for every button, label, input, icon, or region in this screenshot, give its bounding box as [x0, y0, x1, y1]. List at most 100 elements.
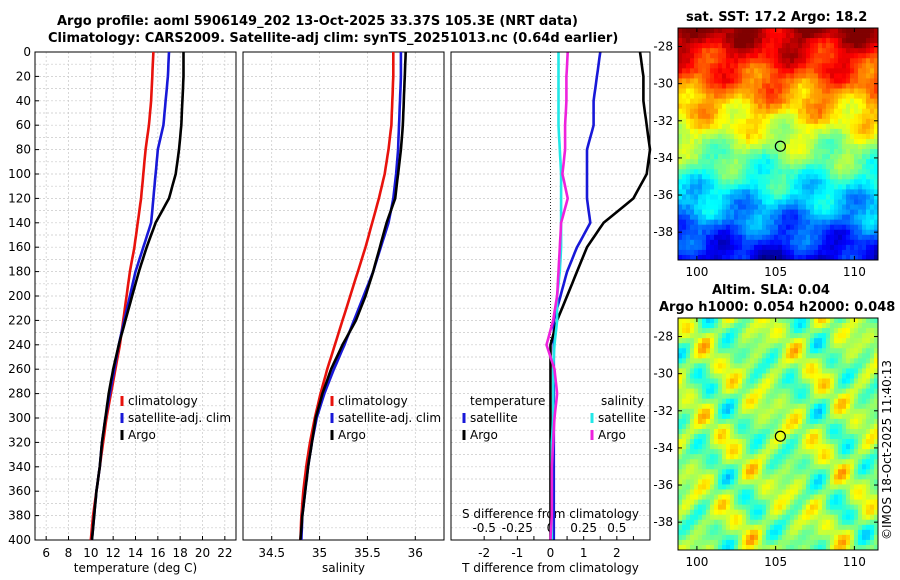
sla-map-cell [706, 358, 711, 364]
sla-map-cell [858, 459, 863, 465]
sla-map-cell [830, 368, 835, 374]
sst-map-cell [694, 88, 699, 94]
sst-map-cell [710, 133, 715, 140]
sst-map-cell [806, 58, 811, 64]
sst-map-cell [806, 128, 811, 135]
sst-map-cell [830, 133, 835, 140]
sla-map-cell [810, 509, 815, 516]
sst-map-cell [822, 53, 827, 59]
sla-map-cell [862, 499, 867, 506]
sla-map-cell [818, 499, 823, 506]
sla-map-cell [710, 519, 715, 526]
sst-map-cell [802, 63, 807, 69]
sla-map-cell [858, 413, 863, 420]
sla-map-cell [722, 348, 727, 354]
sst-map-cell [810, 103, 815, 110]
sla-map-cell [698, 413, 703, 420]
sst-map-cell [870, 229, 875, 236]
sst-map-cell [842, 244, 847, 251]
sla-map-cell [862, 418, 867, 425]
sst-map-cell [802, 179, 807, 185]
sla-map-cell [686, 348, 691, 354]
sst-map-cell [706, 113, 711, 120]
sst-map-cell [678, 189, 683, 195]
sst-map-cell [782, 149, 787, 155]
sst-map-cell [826, 78, 831, 84]
sla-map-cell [746, 459, 751, 465]
sst-map-cell [730, 174, 735, 180]
sla-map-cell [806, 534, 811, 541]
sst-map-cell [818, 133, 823, 140]
sst-map-cell [722, 154, 727, 160]
sst-map-cell [850, 254, 855, 261]
sla-map-cell [794, 519, 799, 526]
argo-location-marker [774, 140, 786, 152]
sst-map-cell [810, 159, 815, 165]
sla-map-cell [754, 519, 759, 526]
sla-map-cell [738, 383, 743, 390]
sla-map-cell [682, 474, 687, 480]
sla-map-cell [690, 539, 695, 546]
sst-map-cell [822, 189, 827, 195]
sla-map-cell [774, 529, 779, 536]
sst-map-cell [734, 53, 739, 59]
sst-map-cell [846, 249, 851, 256]
sst-map-cell [746, 118, 751, 125]
sla-map-cell [866, 494, 871, 500]
sla-map-cell [774, 408, 779, 415]
sst-map-cell [810, 138, 815, 145]
sst-map-cell [694, 103, 699, 110]
sst-map-cell [722, 194, 727, 200]
sst-map-cell [870, 179, 875, 185]
sst-map-cell [694, 38, 699, 44]
sst-map-cell [678, 199, 683, 205]
sla-map-cell [714, 423, 719, 430]
sst-map-cell [806, 68, 811, 74]
sla-map-cell [754, 363, 759, 369]
sla-map-cell [794, 393, 799, 400]
sst-map-cell [702, 113, 707, 120]
sst-map-cell [730, 184, 735, 190]
sst-map-cell [746, 174, 751, 180]
sst-map-cell [782, 209, 787, 216]
sst-map-cell [766, 214, 771, 221]
sla-map-cell [830, 494, 835, 500]
sla-map-cell [754, 413, 759, 420]
sst-map-cell [802, 164, 807, 170]
sst-map-cell [790, 164, 795, 170]
sla-map-cell [810, 499, 815, 506]
sst-map-cell [806, 63, 811, 69]
sst-map-cell [730, 133, 735, 140]
sla-map-cell [806, 338, 811, 344]
sla-map-cell [714, 499, 719, 506]
sla-map-cell [702, 403, 707, 410]
sst-map-cell [734, 249, 739, 256]
sst-map-cell [810, 184, 815, 190]
sla-map-cell [782, 348, 787, 354]
sst-map-cell [682, 199, 687, 205]
sst-map-cell [758, 199, 763, 205]
sst-map-cell [714, 249, 719, 256]
sla-map-cell [678, 348, 683, 354]
sst-map-cell [846, 108, 851, 115]
x-tick-label: 34.5 [258, 546, 285, 560]
sla-map-cell [746, 489, 751, 495]
sst-map-cell [682, 214, 687, 221]
sst-map-cell [818, 199, 823, 205]
sla-map-cell [710, 439, 715, 445]
sla-map-cell [706, 524, 711, 531]
sst-map-cell [762, 249, 767, 256]
sla-map-cell [826, 413, 831, 420]
sst-map-cell [822, 194, 827, 200]
sla-map-cell [690, 418, 695, 425]
sst-map-cell [746, 229, 751, 236]
sst-map-cell [838, 239, 843, 246]
sla-map-cell [858, 393, 863, 400]
sla-map-cell [758, 439, 763, 445]
sst-map-cell [766, 169, 771, 175]
sst-map-cell [802, 184, 807, 190]
sla-map-cell [874, 439, 879, 445]
sla-map-cell [814, 434, 819, 440]
sla-map-cell [698, 459, 703, 465]
sla-map-cell [854, 328, 859, 334]
